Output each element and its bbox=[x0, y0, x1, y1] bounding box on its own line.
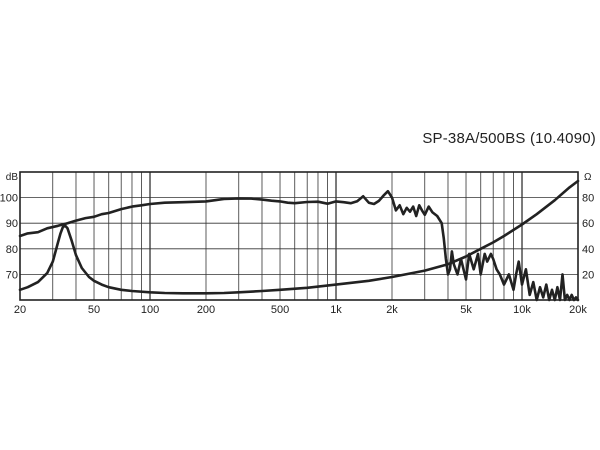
x-tick-label: 1k bbox=[330, 304, 342, 316]
impedance-line bbox=[18, 179, 580, 295]
y-left-unit: dB bbox=[6, 172, 19, 183]
y-left-tick-label: 90 bbox=[6, 218, 18, 230]
frequency-response-line bbox=[18, 189, 580, 302]
y-right-tick-label: 80 bbox=[582, 193, 594, 205]
x-tick-label: 200 bbox=[197, 304, 215, 316]
x-tick-label: 50 bbox=[88, 304, 100, 316]
y-left-tick-label: 100 bbox=[0, 193, 18, 205]
x-tick-label: 2k bbox=[386, 304, 398, 316]
x-tick-label: 5k bbox=[460, 304, 472, 316]
y-right-unit: Ω bbox=[584, 172, 592, 183]
axis-labels: 20 50 100 200 500 1k 2k 5k 10k 20k 70 80 90 100 20 40 60… bbox=[0, 172, 594, 316]
chart-title: SP-38A/500BS (10.4090) bbox=[422, 130, 596, 147]
x-tick-label: 100 bbox=[141, 304, 159, 316]
y-right-tick-label: 20 bbox=[582, 269, 594, 281]
series-layer bbox=[18, 179, 580, 302]
y-left-tick-label: 80 bbox=[6, 244, 18, 256]
y-left-tick-label: 70 bbox=[6, 269, 18, 281]
x-tick-label: 10k bbox=[513, 304, 531, 316]
watermark bbox=[0, 434, 600, 440]
x-tick-label: 20k bbox=[569, 304, 587, 316]
y-right-tick-label: 60 bbox=[582, 218, 594, 230]
y-right-tick-label: 40 bbox=[582, 244, 594, 256]
plot-frame bbox=[19, 171, 579, 301]
grid bbox=[20, 172, 578, 300]
x-tick-label: 20 bbox=[14, 304, 26, 316]
x-tick-label: 500 bbox=[271, 304, 289, 316]
